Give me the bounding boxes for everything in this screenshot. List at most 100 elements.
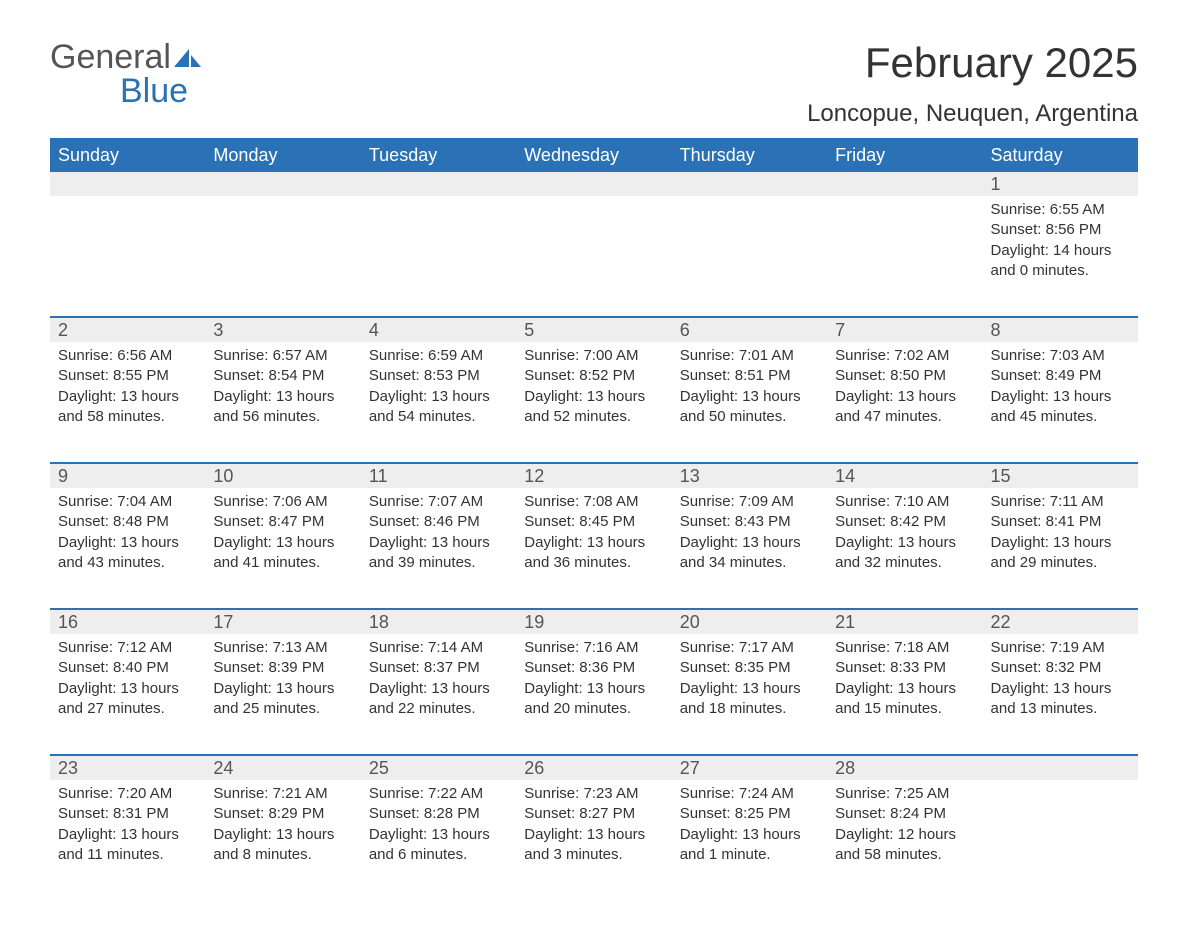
- day-detail-line: Daylight: 13 hours and 41 minutes.: [213, 533, 352, 574]
- day-number: 13: [672, 466, 827, 487]
- day-detail-line: Sunset: 8:43 PM: [680, 512, 819, 532]
- day-number: 3: [205, 320, 360, 341]
- day-detail-cell: Sunrise: 7:20 AMSunset: 8:31 PMDaylight:…: [50, 780, 205, 888]
- weeks-container: 1Sunrise: 6:55 AMSunset: 8:56 PMDaylight…: [50, 172, 1138, 900]
- day-number: 23: [50, 758, 205, 779]
- day-detail-line: Daylight: 13 hours and 39 minutes.: [369, 533, 508, 574]
- day-detail-line: Daylight: 13 hours and 52 minutes.: [524, 387, 663, 428]
- day-detail-line: Sunrise: 7:23 AM: [524, 784, 663, 804]
- day-number: 9: [50, 466, 205, 487]
- day-number: 12: [516, 466, 671, 487]
- day-detail-line: Sunset: 8:33 PM: [835, 658, 974, 678]
- day-detail-line: Daylight: 14 hours and 0 minutes.: [991, 241, 1130, 282]
- day-detail-line: Daylight: 13 hours and 3 minutes.: [524, 825, 663, 866]
- weekday-header-cell: Friday: [827, 145, 982, 166]
- day-number: 11: [361, 466, 516, 487]
- day-detail-cell: Sunrise: 7:24 AMSunset: 8:25 PMDaylight:…: [672, 780, 827, 888]
- day-detail-line: Sunset: 8:52 PM: [524, 366, 663, 386]
- day-number: 15: [983, 466, 1138, 487]
- day-detail-cell: Sunrise: 7:17 AMSunset: 8:35 PMDaylight:…: [672, 634, 827, 742]
- day-detail-line: Sunset: 8:45 PM: [524, 512, 663, 532]
- day-number: 17: [205, 612, 360, 633]
- day-detail-line: Daylight: 13 hours and 45 minutes.: [991, 387, 1130, 428]
- day-detail-line: Daylight: 13 hours and 11 minutes.: [58, 825, 197, 866]
- brand-logo: General Blue: [50, 40, 203, 108]
- day-detail-cell: Sunrise: 7:00 AMSunset: 8:52 PMDaylight:…: [516, 342, 671, 450]
- day-detail-line: Daylight: 13 hours and 6 minutes.: [369, 825, 508, 866]
- day-detail-line: Sunrise: 7:08 AM: [524, 492, 663, 512]
- day-detail-line: Daylight: 13 hours and 13 minutes.: [991, 679, 1130, 720]
- day-detail-cell: Sunrise: 6:57 AMSunset: 8:54 PMDaylight:…: [205, 342, 360, 450]
- day-detail-line: Sunrise: 7:09 AM: [680, 492, 819, 512]
- day-detail-cell: [361, 196, 516, 304]
- day-detail-line: Daylight: 13 hours and 25 minutes.: [213, 679, 352, 720]
- day-detail-line: Daylight: 12 hours and 58 minutes.: [835, 825, 974, 866]
- day-number: 19: [516, 612, 671, 633]
- day-detail-cell: Sunrise: 7:04 AMSunset: 8:48 PMDaylight:…: [50, 488, 205, 596]
- day-detail-line: Sunrise: 7:16 AM: [524, 638, 663, 658]
- day-detail-cell: Sunrise: 7:10 AMSunset: 8:42 PMDaylight:…: [827, 488, 982, 596]
- day-detail-line: Sunrise: 7:01 AM: [680, 346, 819, 366]
- sail-icon: [173, 48, 203, 68]
- day-detail-line: Sunset: 8:47 PM: [213, 512, 352, 532]
- day-detail-line: Daylight: 13 hours and 50 minutes.: [680, 387, 819, 428]
- day-detail-cell: [983, 780, 1138, 888]
- day-detail-line: Daylight: 13 hours and 15 minutes.: [835, 679, 974, 720]
- day-detail-cell: Sunrise: 7:01 AMSunset: 8:51 PMDaylight:…: [672, 342, 827, 450]
- day-detail-line: Sunset: 8:35 PM: [680, 658, 819, 678]
- day-detail-cell: Sunrise: 7:08 AMSunset: 8:45 PMDaylight:…: [516, 488, 671, 596]
- day-number: 2: [50, 320, 205, 341]
- day-detail-line: Sunset: 8:37 PM: [369, 658, 508, 678]
- day-detail-cell: Sunrise: 7:21 AMSunset: 8:29 PMDaylight:…: [205, 780, 360, 888]
- day-detail-line: Sunset: 8:29 PM: [213, 804, 352, 824]
- day-detail-line: Daylight: 13 hours and 47 minutes.: [835, 387, 974, 428]
- day-number: 25: [361, 758, 516, 779]
- day-number: 22: [983, 612, 1138, 633]
- day-detail-line: Sunrise: 7:22 AM: [369, 784, 508, 804]
- day-detail-cell: Sunrise: 7:13 AMSunset: 8:39 PMDaylight:…: [205, 634, 360, 742]
- weekday-header-cell: Tuesday: [361, 145, 516, 166]
- day-detail-cell: Sunrise: 7:14 AMSunset: 8:37 PMDaylight:…: [361, 634, 516, 742]
- day-detail-cell: Sunrise: 6:59 AMSunset: 8:53 PMDaylight:…: [361, 342, 516, 450]
- day-detail-cell: Sunrise: 7:07 AMSunset: 8:46 PMDaylight:…: [361, 488, 516, 596]
- day-detail-line: Sunset: 8:51 PM: [680, 366, 819, 386]
- day-detail-cell: Sunrise: 7:18 AMSunset: 8:33 PMDaylight:…: [827, 634, 982, 742]
- day-detail-line: Sunset: 8:42 PM: [835, 512, 974, 532]
- day-detail-cell: Sunrise: 7:06 AMSunset: 8:47 PMDaylight:…: [205, 488, 360, 596]
- weekday-header-cell: Wednesday: [516, 145, 671, 166]
- day-detail-line: Daylight: 13 hours and 58 minutes.: [58, 387, 197, 428]
- day-detail-line: Daylight: 13 hours and 54 minutes.: [369, 387, 508, 428]
- day-number-row: 232425262728: [50, 754, 1138, 780]
- day-detail-line: Sunset: 8:41 PM: [991, 512, 1130, 532]
- day-detail-cell: Sunrise: 7:16 AMSunset: 8:36 PMDaylight:…: [516, 634, 671, 742]
- day-detail-line: Sunset: 8:46 PM: [369, 512, 508, 532]
- day-detail-cell: [672, 196, 827, 304]
- location-subtitle: Loncopue, Neuquen, Argentina: [807, 100, 1138, 128]
- day-detail-line: Sunset: 8:36 PM: [524, 658, 663, 678]
- day-detail-cell: Sunrise: 7:25 AMSunset: 8:24 PMDaylight:…: [827, 780, 982, 888]
- day-detail-line: Sunrise: 7:10 AM: [835, 492, 974, 512]
- day-detail-cell: [50, 196, 205, 304]
- day-number-row: 9101112131415: [50, 462, 1138, 488]
- day-detail-cell: Sunrise: 7:09 AMSunset: 8:43 PMDaylight:…: [672, 488, 827, 596]
- logo-text: General Blue: [50, 40, 203, 108]
- day-detail-cell: Sunrise: 7:03 AMSunset: 8:49 PMDaylight:…: [983, 342, 1138, 450]
- day-detail-row: Sunrise: 7:12 AMSunset: 8:40 PMDaylight:…: [50, 634, 1138, 754]
- day-number: 5: [516, 320, 671, 341]
- day-detail-line: Sunrise: 7:02 AM: [835, 346, 974, 366]
- weekday-header-cell: Sunday: [50, 145, 205, 166]
- day-detail-cell: [516, 196, 671, 304]
- day-detail-line: Sunrise: 7:25 AM: [835, 784, 974, 804]
- day-detail-line: Sunrise: 6:57 AM: [213, 346, 352, 366]
- day-detail-cell: Sunrise: 6:55 AMSunset: 8:56 PMDaylight:…: [983, 196, 1138, 304]
- weekday-header-cell: Thursday: [672, 145, 827, 166]
- day-detail-line: Sunset: 8:53 PM: [369, 366, 508, 386]
- day-detail-line: Sunrise: 7:04 AM: [58, 492, 197, 512]
- day-number: 16: [50, 612, 205, 633]
- day-detail-line: Sunrise: 7:14 AM: [369, 638, 508, 658]
- day-detail-line: Sunset: 8:24 PM: [835, 804, 974, 824]
- day-number: 24: [205, 758, 360, 779]
- day-detail-line: Sunset: 8:28 PM: [369, 804, 508, 824]
- day-number: 20: [672, 612, 827, 633]
- day-detail-cell: Sunrise: 7:19 AMSunset: 8:32 PMDaylight:…: [983, 634, 1138, 742]
